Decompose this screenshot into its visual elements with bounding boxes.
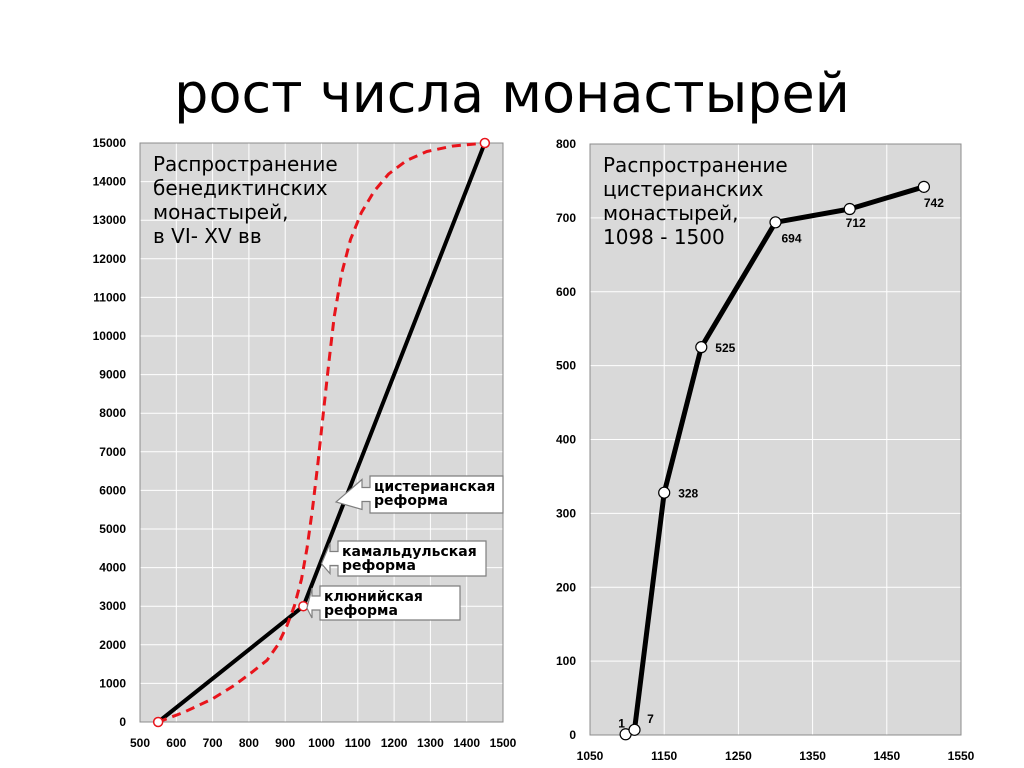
y-tick-label: 12000 (93, 252, 127, 266)
data-point (628, 723, 641, 736)
callout-line: клюнийская (324, 589, 423, 605)
chart-2: 0 100 200 300 400 500 600 700 800 1050 1150 1250 135… (556, 137, 975, 763)
x-tick-label: 1550 (948, 749, 975, 763)
data-label: 742 (924, 196, 944, 210)
callout-box (306, 585, 461, 621)
x-tick-label: 1300 (417, 736, 444, 750)
x-tick-label: 900 (275, 736, 295, 750)
data-point (769, 216, 782, 229)
plot-border (589, 143, 962, 736)
x-tick-label: 1400 (453, 736, 480, 750)
x-tick-label: 800 (239, 736, 259, 750)
y-tick-label: 2000 (99, 638, 126, 652)
data-label: 694 (781, 231, 801, 245)
y-tick-label: 8000 (99, 406, 126, 420)
data-point (917, 180, 931, 193)
chart-annotation: Распространение бенедиктинских монастырей,… (153, 152, 338, 248)
annotation-line: монастырей, (603, 201, 738, 225)
y-tick-label: 400 (556, 433, 576, 447)
callout-label: цистерианская реформа (374, 479, 495, 509)
x-tick-label: 700 (203, 736, 223, 750)
y-tick-label: 0 (569, 728, 576, 742)
data-point (479, 137, 491, 149)
y-tick-label: 800 (556, 137, 576, 151)
y-tick-label: 200 (556, 580, 576, 594)
x-tick-label: 600 (166, 736, 186, 750)
callout-label: клюнийская реформа (324, 589, 423, 619)
callout-line: реформа (342, 558, 416, 574)
y-tick-label: 14000 (93, 175, 127, 189)
x-tick-label: 1100 (345, 736, 371, 750)
y-tick-label: 15000 (93, 136, 127, 150)
callout-line: цистерианская (374, 479, 495, 495)
data-label: 525 (715, 341, 735, 355)
y-tick-label: 4000 (99, 561, 126, 575)
y-tick-label: 1000 (99, 676, 126, 690)
y-tick-label: 700 (556, 211, 576, 225)
callout-label: камальдульская реформа (342, 544, 477, 574)
annotation-line: цистерианских (603, 177, 764, 201)
annotation-line: бенедиктинских (153, 176, 328, 200)
y-tick-label: 300 (556, 506, 576, 520)
data-point (843, 202, 856, 216)
y-tick-label: 9000 (99, 368, 126, 382)
data-point (152, 716, 164, 728)
series-dashed-line (157, 141, 485, 724)
data-point (298, 600, 309, 612)
callout-line: реформа (324, 603, 398, 619)
x-tick-label: 1050 (577, 749, 604, 763)
y-tick-label: 13000 (93, 213, 127, 227)
y-tick-label: 3000 (99, 599, 126, 613)
x-tick-label: 1250 (725, 749, 752, 763)
y-tick-label: 500 (556, 359, 576, 373)
x-tick-label: 1200 (381, 736, 408, 750)
callout-line: камальдульская (342, 544, 477, 560)
x-tick-label: 1150 (651, 749, 677, 763)
y-tick-label: 10000 (93, 329, 127, 343)
annotation-line: в VI- XV вв (153, 224, 262, 248)
y-tick-label: 100 (556, 654, 576, 668)
x-tick-label: 1500 (490, 736, 517, 750)
data-label: 1 (618, 716, 625, 730)
annotation-line: монастырей, (153, 200, 288, 224)
plot-border (139, 142, 504, 723)
chart-1: 0 1000 2000 3000 4000 5000 6000 7000 8000 9000 100… (93, 136, 517, 750)
y-tick-label: 7000 (99, 445, 126, 459)
y-tick-label: 5000 (99, 522, 126, 536)
callout-box (320, 540, 487, 577)
x-tick-label: 500 (130, 736, 150, 750)
y-tick-label: 600 (556, 285, 576, 299)
data-label: 712 (846, 216, 866, 230)
x-tick-label: 1350 (799, 749, 826, 763)
chart-annotation: Распространение цистерианских монастырей, 1… (603, 153, 788, 249)
y-tick-label: 11000 (93, 290, 126, 304)
data-label: 328 (678, 487, 698, 501)
x-tick-label: 1000 (308, 736, 335, 750)
x-tick-label: 1450 (873, 749, 900, 763)
data-label: 7 (647, 712, 654, 726)
data-point (695, 341, 708, 354)
slide-title: рост числа монастырей (174, 62, 850, 125)
data-point (658, 486, 671, 499)
callout-box (334, 475, 504, 514)
annotation-line: 1098 - 1500 (603, 225, 725, 249)
callout-line: реформа (374, 493, 448, 509)
annotation-line: Распространение (153, 152, 338, 176)
y-tick-label: 0 (119, 715, 126, 729)
y-tick-label: 6000 (99, 483, 126, 497)
annotation-line: Распространение (603, 153, 788, 177)
